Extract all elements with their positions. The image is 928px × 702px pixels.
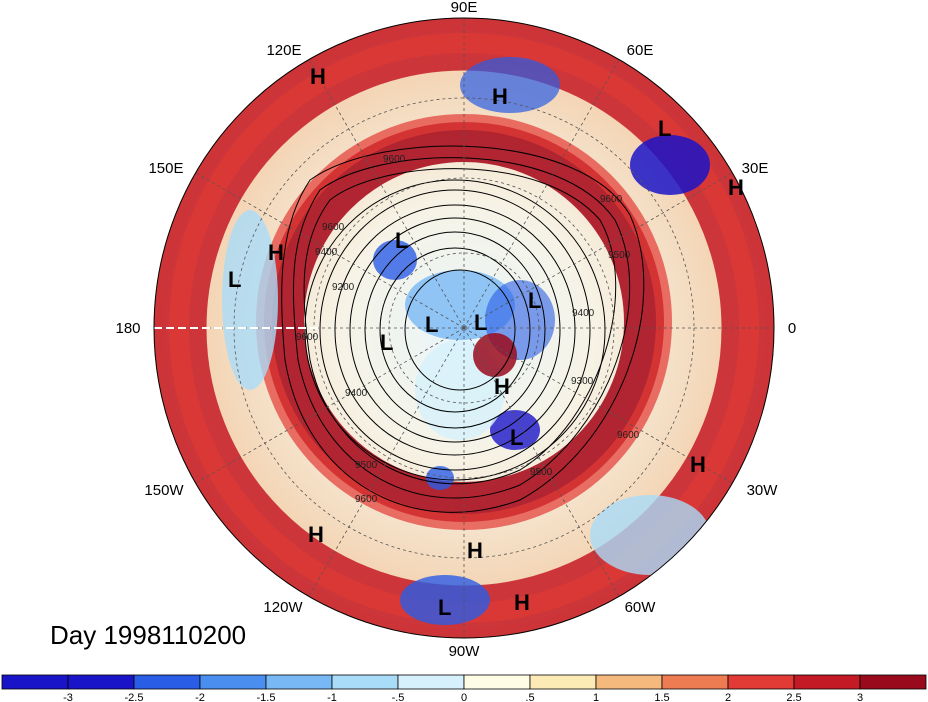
low-center: L	[380, 330, 393, 355]
low-center: L	[425, 312, 438, 337]
colorbar-box	[859, 674, 927, 690]
lon-label-120w: 120W	[263, 599, 303, 616]
colorbar-box	[265, 674, 333, 690]
low-center: L	[658, 116, 671, 141]
map-border	[153, 17, 775, 639]
high-center: H	[310, 64, 326, 89]
lon-label-150e: 150E	[148, 160, 183, 177]
contour-label: 9600	[355, 494, 378, 505]
lon-label-180: 180	[115, 320, 140, 337]
colorbar: -3 -2.5 -2 -1.5 -1 -.5 0 .5 1 1.5 2 2.5 3	[1, 674, 927, 702]
high-center: H	[690, 452, 706, 477]
low-center: L	[528, 288, 541, 313]
colorbar-box	[67, 674, 135, 690]
colorbar-tick-label: 2	[725, 692, 731, 702]
contour-label: 9300	[571, 376, 594, 387]
colorbar-tick-label: -1.5	[257, 692, 276, 702]
colorbar-ticks: -3 -2.5 -2 -1.5 -1 -.5 0 .5 1 1.5 2 2.5 3	[63, 692, 863, 702]
colorbar-box	[463, 674, 531, 690]
high-center: H	[268, 240, 284, 265]
lon-label-120e: 120E	[266, 42, 301, 59]
lon-label-60w: 60W	[625, 599, 657, 616]
contour-label: 9600	[617, 430, 640, 441]
low-center: L	[438, 595, 451, 620]
lon-label-0: 0	[788, 320, 796, 337]
colorbar-tick-label: -.5	[392, 692, 405, 702]
high-center: H	[308, 522, 324, 547]
low-center: L	[228, 267, 241, 292]
colorbar-box	[793, 674, 861, 690]
colorbar-tick-label: -2	[195, 692, 205, 702]
colorbar-boxes	[1, 674, 927, 690]
colorbar-box	[529, 674, 597, 690]
high-center: H	[467, 538, 483, 563]
contour-label: 9600	[296, 332, 319, 343]
colorbar-box	[397, 674, 465, 690]
colorbar-box	[595, 674, 663, 690]
high-center: H	[492, 84, 508, 109]
lon-label-60e: 60E	[627, 42, 654, 59]
low-center: L	[395, 228, 408, 253]
height-contours	[281, 145, 645, 513]
lon-label-90w: 90W	[449, 643, 481, 660]
low-center: L	[474, 310, 487, 335]
colorbar-tick-label: -2.5	[125, 692, 144, 702]
contour-label: 9400	[315, 247, 338, 258]
high-center: H	[494, 374, 510, 399]
colorbar-tick-label: 3	[857, 692, 863, 702]
contour-label: 9500	[530, 467, 553, 478]
colorbar-box	[1, 674, 69, 690]
colorbar-tick-label: -3	[63, 692, 73, 702]
colorbar-box	[661, 674, 729, 690]
colorbar-tick-label: 0	[461, 692, 467, 702]
contour-label: 9500	[608, 250, 631, 261]
low-center: L	[510, 425, 523, 450]
date-title: Day 1998110200	[50, 620, 247, 650]
colorbar-box	[331, 674, 399, 690]
colorbar-box	[199, 674, 267, 690]
lon-label-30e: 30E	[742, 160, 769, 177]
contour-label: 9400	[572, 308, 595, 319]
contour-label: 9400	[345, 388, 368, 399]
high-center: H	[514, 590, 530, 615]
colorbar-tick-label: 2.5	[786, 692, 801, 702]
colorbar-tick-label: -1	[327, 692, 337, 702]
contour-label: 9200	[332, 282, 355, 293]
lon-label-150w: 150W	[144, 482, 184, 499]
colorbar-box	[727, 674, 795, 690]
colorbar-tick-label: 1.5	[654, 692, 669, 702]
polar-map: 90E 60E 30E 0 30W 60W 90W 120W 150W 180 …	[115, 0, 796, 660]
contour-label: 9600	[322, 222, 345, 233]
high-center: H	[728, 175, 744, 200]
lon-label-90e: 90E	[451, 0, 478, 16]
colorbar-tick-label: 1	[593, 692, 599, 702]
contour-label: 9500	[355, 460, 378, 471]
colorbar-box	[133, 674, 201, 690]
contour-label: 9600	[600, 194, 623, 205]
contour-label: 9600	[383, 154, 406, 165]
colorbar-tick-label: .5	[525, 692, 534, 702]
lon-label-30w: 30W	[747, 482, 779, 499]
